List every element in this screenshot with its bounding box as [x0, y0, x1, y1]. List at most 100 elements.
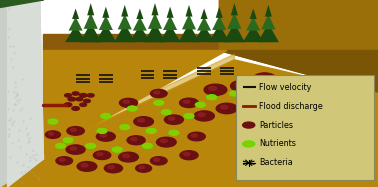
Circle shape	[235, 92, 238, 93]
Circle shape	[249, 142, 253, 143]
Circle shape	[123, 128, 125, 129]
Circle shape	[123, 100, 129, 103]
Circle shape	[115, 148, 118, 149]
Circle shape	[198, 105, 201, 107]
Circle shape	[212, 95, 215, 97]
Circle shape	[246, 145, 249, 146]
Circle shape	[210, 95, 212, 96]
Polygon shape	[186, 5, 192, 17]
Polygon shape	[121, 5, 128, 17]
Circle shape	[185, 115, 187, 116]
Circle shape	[100, 132, 103, 133]
Circle shape	[118, 150, 121, 151]
Circle shape	[119, 98, 138, 107]
Circle shape	[232, 91, 235, 93]
Circle shape	[155, 103, 157, 104]
Circle shape	[61, 146, 64, 148]
Circle shape	[185, 116, 187, 117]
Circle shape	[207, 95, 217, 100]
Circle shape	[100, 134, 107, 137]
Circle shape	[77, 162, 97, 171]
Circle shape	[79, 94, 87, 97]
Circle shape	[49, 120, 51, 122]
Circle shape	[56, 145, 59, 146]
Circle shape	[119, 149, 122, 150]
Circle shape	[196, 103, 199, 105]
Circle shape	[63, 138, 73, 143]
Circle shape	[62, 145, 65, 147]
Circle shape	[68, 141, 71, 142]
Circle shape	[143, 145, 146, 146]
Circle shape	[87, 94, 94, 97]
Circle shape	[208, 96, 210, 97]
Circle shape	[143, 146, 146, 147]
Circle shape	[125, 128, 128, 129]
Circle shape	[157, 104, 160, 105]
Circle shape	[212, 98, 215, 99]
Circle shape	[174, 133, 177, 135]
Circle shape	[159, 101, 162, 102]
Circle shape	[164, 110, 167, 111]
Circle shape	[120, 125, 130, 130]
Circle shape	[229, 91, 239, 96]
Circle shape	[98, 130, 101, 131]
Circle shape	[156, 137, 176, 147]
Circle shape	[167, 110, 170, 112]
Circle shape	[104, 114, 107, 115]
Circle shape	[87, 146, 89, 147]
Circle shape	[170, 133, 172, 134]
Text: Flow velocity: Flow velocity	[259, 83, 311, 92]
Circle shape	[86, 143, 96, 148]
Circle shape	[48, 119, 58, 124]
Circle shape	[131, 138, 137, 141]
Polygon shape	[0, 150, 378, 187]
Circle shape	[202, 104, 205, 105]
Circle shape	[164, 113, 167, 114]
Circle shape	[168, 117, 175, 120]
Circle shape	[106, 114, 109, 115]
Circle shape	[230, 92, 233, 94]
Circle shape	[113, 148, 116, 150]
Circle shape	[154, 158, 160, 161]
Circle shape	[93, 151, 111, 160]
Circle shape	[169, 130, 179, 135]
Circle shape	[102, 115, 104, 116]
Circle shape	[51, 119, 54, 121]
Polygon shape	[163, 16, 177, 30]
Circle shape	[147, 131, 150, 132]
Circle shape	[70, 128, 76, 131]
Circle shape	[130, 109, 133, 111]
Circle shape	[127, 106, 137, 111]
Circle shape	[168, 111, 171, 113]
Text: Particles: Particles	[259, 121, 293, 130]
Circle shape	[104, 164, 122, 173]
Circle shape	[146, 128, 156, 133]
Polygon shape	[102, 7, 109, 18]
Circle shape	[155, 102, 157, 103]
Circle shape	[174, 131, 177, 132]
Circle shape	[64, 139, 67, 140]
Circle shape	[220, 105, 228, 109]
Polygon shape	[148, 13, 162, 29]
Circle shape	[198, 113, 205, 117]
Polygon shape	[182, 14, 196, 29]
Polygon shape	[209, 24, 230, 42]
Circle shape	[106, 117, 109, 118]
Polygon shape	[212, 16, 226, 30]
Circle shape	[195, 102, 205, 107]
Circle shape	[130, 106, 133, 108]
Circle shape	[102, 116, 104, 117]
Circle shape	[56, 157, 73, 165]
Circle shape	[128, 108, 131, 110]
Circle shape	[175, 132, 178, 134]
Circle shape	[68, 138, 71, 140]
Circle shape	[198, 103, 201, 104]
Circle shape	[125, 125, 128, 127]
Circle shape	[253, 73, 276, 84]
Circle shape	[121, 126, 123, 127]
Circle shape	[59, 158, 65, 161]
Circle shape	[136, 164, 152, 172]
Polygon shape	[68, 17, 83, 31]
Circle shape	[188, 132, 205, 141]
Circle shape	[121, 127, 123, 128]
